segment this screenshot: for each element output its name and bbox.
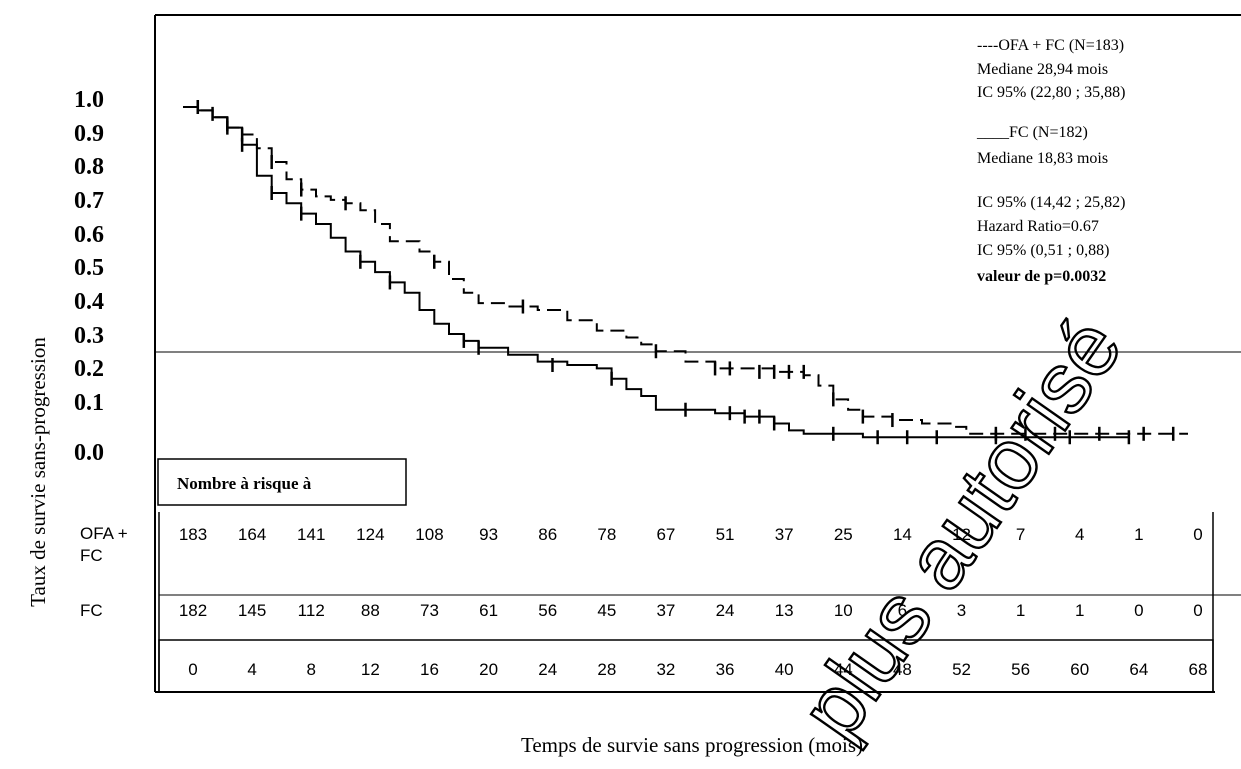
risk-row-label-fc: FC	[80, 601, 103, 620]
risk-value-fc: 56	[538, 601, 557, 620]
risk-value-ofa-fc: 108	[415, 525, 443, 544]
y-tick-label: 0.8	[74, 154, 104, 180]
risk-value-fc: 6	[898, 601, 907, 620]
risk-value-ofa-fc: 14	[893, 525, 912, 544]
risk-value-ofa-fc: 1	[1134, 525, 1143, 544]
risk-value-fc: 13	[775, 601, 794, 620]
legend-line: Mediane 28,94 mois	[977, 61, 1108, 78]
censor-marks	[196, 100, 1175, 445]
x-tick-label: 64	[1129, 660, 1148, 679]
y-tick-label: 0.4	[74, 289, 104, 315]
legend-line: Hazard Ratio=0.67	[977, 218, 1099, 235]
risk-value-ofa-fc: 37	[775, 525, 794, 544]
x-tick-label: 68	[1189, 660, 1208, 679]
y-tick-label: 0.1	[74, 390, 104, 416]
risk-value-ofa-fc: 86	[538, 525, 557, 544]
x-axis-ticks: 0 4 8 12 16 20 24 28 32 36 40 44 48 52 56 60 64 68	[188, 660, 1207, 679]
risk-value-fc: 145	[238, 601, 266, 620]
risk-value-fc: 0	[1193, 601, 1202, 620]
risk-row-label-ofa-line2: FC	[80, 546, 103, 565]
x-tick-label: 16	[420, 660, 439, 679]
y-tick-label: 0.0	[74, 440, 104, 466]
y-tick-label: 0.9	[74, 121, 104, 147]
x-ticks-box	[158, 639, 1214, 693]
x-tick-label: 36	[716, 660, 735, 679]
risk-value-ofa-fc: 78	[597, 525, 616, 544]
risk-table-header-box	[157, 458, 407, 506]
risk-value-ofa-fc: 4	[1075, 525, 1084, 544]
risk-value-ofa-fc: 7	[1016, 525, 1025, 544]
x-tick-label: 44	[834, 660, 853, 679]
y-tick-label: 1.0	[74, 87, 104, 113]
legend-line: valeur de p=0.0032	[977, 268, 1106, 285]
y-axis-ticks: 1.0 0.9 0.8 0.7 0.6 0.5 0.4 0.3 0.2 0.1 0.0	[74, 87, 104, 466]
risk-row-label-ofa: OFA +	[80, 524, 128, 543]
legend-line: ----OFA + FC (N=183)	[977, 37, 1124, 54]
x-tick-label: 12	[361, 660, 380, 679]
y-axis-label: Taux de survie sans-progression	[26, 337, 50, 607]
risk-value-fc: 10	[834, 601, 853, 620]
legend: ----OFA + FC (N=183) Mediane 28,94 mois IC…	[976, 37, 1125, 285]
risk-value-ofa-fc: 124	[356, 525, 384, 544]
x-tick-label: 20	[479, 660, 498, 679]
risk-value-fc: 1	[1075, 601, 1084, 620]
x-tick-label: 40	[775, 660, 794, 679]
risk-value-fc: 24	[716, 601, 735, 620]
risk-value-fc: 112	[298, 601, 325, 620]
risk-value-ofa-fc: 93	[479, 525, 498, 544]
x-tick-label: 52	[952, 660, 971, 679]
series-ofa-fc-curve	[183, 106, 1188, 435]
legend-line: ____FC (N=182)	[976, 124, 1088, 141]
y-tick-label: 0.6	[74, 222, 104, 248]
risk-value-ofa-fc: 25	[834, 525, 853, 544]
x-tick-label: 48	[893, 660, 912, 679]
risk-value-ofa-fc: 141	[297, 525, 325, 544]
risk-value-ofa-fc: 164	[238, 525, 266, 544]
x-tick-label: 28	[597, 660, 616, 679]
risk-value-fc: 3	[957, 601, 966, 620]
legend-line: IC 95% (0,51 ; 0,88)	[977, 242, 1109, 259]
y-tick-label: 0.3	[74, 323, 104, 349]
risk-table-values: 183 164 141 124 108 93 86 78 67 51 37 25 14 12 7 4 1 0182…	[179, 525, 1203, 620]
x-tick-label: 32	[656, 660, 675, 679]
risk-table-header: Nombre à risque à	[177, 474, 312, 493]
y-tick-label: 0.7	[74, 188, 104, 214]
risk-value-ofa-fc: 67	[656, 525, 675, 544]
risk-value-ofa-fc: 51	[716, 525, 735, 544]
x-axis-label: Temps de survie sans progression (mois)	[521, 733, 863, 757]
risk-value-fc: 88	[361, 601, 380, 620]
risk-value-ofa-fc: 183	[179, 525, 207, 544]
x-tick-label: 56	[1011, 660, 1030, 679]
y-tick-label: 0.2	[74, 356, 104, 382]
legend-line: IC 95% (14,42 ; 25,82)	[977, 194, 1125, 211]
risk-value-fc: 61	[479, 601, 498, 620]
y-tick-label: 0.5	[74, 255, 104, 281]
x-tick-label: 0	[188, 660, 197, 679]
x-tick-label: 60	[1070, 660, 1089, 679]
risk-value-fc: 0	[1134, 601, 1143, 620]
legend-line: Mediane 18,83 mois	[977, 150, 1108, 167]
risk-value-fc: 73	[420, 601, 439, 620]
risk-value-ofa-fc: 0	[1193, 525, 1202, 544]
risk-value-fc: 1	[1016, 601, 1025, 620]
risk-value-fc: 45	[597, 601, 616, 620]
risk-value-fc: 37	[656, 601, 675, 620]
x-tick-label: 4	[247, 660, 256, 679]
x-tick-label: 24	[538, 660, 557, 679]
legend-line: IC 95% (22,80 ; 35,88)	[977, 84, 1125, 101]
x-tick-label: 8	[307, 660, 316, 679]
risk-value-fc: 182	[179, 601, 207, 620]
risk-value-ofa-fc: 12	[952, 525, 971, 544]
